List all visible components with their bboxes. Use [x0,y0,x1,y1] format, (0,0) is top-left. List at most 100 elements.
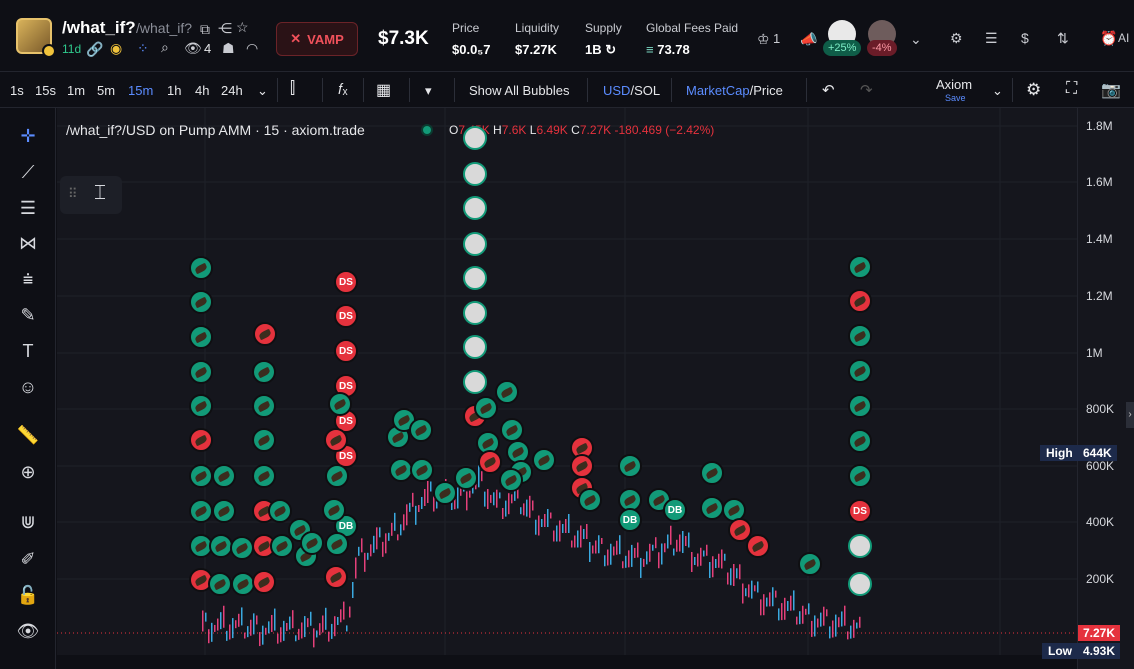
trader-avatar-bubble[interactable] [463,301,487,325]
buy-bubble[interactable] [848,464,872,488]
buy-bubble[interactable] [230,536,254,560]
buy-bubble[interactable] [495,380,519,404]
buy-bubble[interactable] [252,360,276,384]
buy-bubble[interactable] [212,464,236,488]
currency-toggle[interactable]: USD/SOL [603,83,661,98]
buy-bubble[interactable] [252,428,276,452]
sell-bubble[interactable] [848,289,872,313]
buy-bubble[interactable] [322,498,346,522]
zoom-in-icon[interactable]: ⊕ [20,461,36,482]
buy-bubble[interactable] [700,496,724,520]
layout-dropdown-icon[interactable]: ⌄ [992,83,1003,98]
token-avatar[interactable] [16,18,52,54]
text-icon[interactable]: T [22,340,34,361]
buy-bubble[interactable] [189,360,213,384]
buy-bubble[interactable] [300,531,324,555]
buy-bubble[interactable] [270,534,294,558]
buy-bubble[interactable] [208,572,232,596]
buy-bubble[interactable] [848,324,872,348]
mcap-price-toggle[interactable]: MarketCap/Price [686,83,783,98]
list-icon[interactable]: ☰ [985,30,998,46]
search-icon[interactable]: ⌕ [161,39,169,55]
swap-icon[interactable]: ⇅ [1057,30,1069,46]
gear-icon[interactable]: ⚙ [950,30,963,46]
show-bubbles-button[interactable]: Show All Bubbles [469,83,570,98]
dev-buy-bubble[interactable]: DB [618,508,642,532]
buy-bubble[interactable] [410,458,434,482]
tf-dropdown-icon[interactable]: ⌄ [257,83,268,98]
dev-sell-bubble[interactable]: DS [334,304,358,328]
buy-bubble[interactable] [848,255,872,279]
buy-bubble[interactable] [409,418,433,442]
buy-bubble[interactable] [325,464,349,488]
buy-bubble[interactable] [700,461,724,485]
star-icon[interactable]: ☆ [236,19,249,35]
tf-15s[interactable]: 15s [35,83,56,98]
buy-bubble[interactable] [433,481,457,505]
trader-avatar-bubble[interactable] [463,232,487,256]
buy-bubble[interactable] [328,392,352,416]
link-icon[interactable]: 🔗 [86,41,104,57]
fib-icon[interactable]: ☰ [19,197,37,218]
ghost-icon[interactable]: ☗ [222,40,235,56]
crown-icon[interactable]: ♔ [757,31,770,47]
trader-avatar-bubble[interactable] [463,196,487,220]
settings-icon[interactable]: ⚙ [1026,80,1042,99]
sell-bubble[interactable] [189,428,213,452]
trader-avatar-bubble[interactable] [848,572,872,596]
sell-bubble[interactable] [746,534,770,558]
sell-bubble[interactable] [324,565,348,589]
floating-tool-panel[interactable]: ⠿ ⌶ [60,176,122,214]
more-dropdown-icon[interactable]: ▾ [425,83,432,98]
tf-1h[interactable]: 1h [167,83,182,98]
buy-bubble[interactable] [189,290,213,314]
sell-bubble[interactable] [728,518,752,542]
dev-sell-bubble[interactable]: DS [334,339,358,363]
sell-bubble[interactable] [478,450,502,474]
buy-bubble[interactable] [252,394,276,418]
grid-icon[interactable]: ⁘ [137,40,149,56]
buy-bubble[interactable] [189,394,213,418]
buy-bubble[interactable] [500,418,524,442]
undo-icon[interactable]: ↶ [822,82,835,99]
buy-bubble[interactable] [189,325,213,349]
buy-bubble[interactable] [454,466,478,490]
tf-15m[interactable]: 15m [128,83,154,98]
sell-bubble[interactable] [252,570,276,594]
tf-24h[interactable]: 24h [221,83,243,98]
buy-bubble[interactable] [618,454,642,478]
magnet-icon[interactable]: ⋓ [20,511,36,532]
sell-bubble[interactable] [324,428,348,452]
lock-icon[interactable]: 🔓 [16,584,40,605]
share-icon[interactable]: ⋲ [218,20,232,36]
buy-bubble[interactable] [848,359,872,383]
trader-avatar-bubble[interactable] [848,534,872,558]
buy-bubble[interactable] [268,499,292,523]
redo-icon[interactable]: ↷ [860,82,873,99]
measure-icon[interactable]: ⌶ [94,182,106,204]
trader-avatar-bubble[interactable] [463,126,487,150]
dev-buy-bubble[interactable]: DB [663,498,687,522]
dollar-icon[interactable]: $ [1021,30,1029,46]
buy-bubble[interactable] [798,552,822,576]
trader-avatar-bubble[interactable] [463,266,487,290]
collapse-panel-button[interactable]: › [1126,402,1134,428]
fullscreen-icon[interactable]: ⛶ [1066,80,1078,97]
tf-5m[interactable]: 5m [97,83,116,98]
buy-bubble[interactable] [189,464,213,488]
candle-type-icon[interactable]: ⫿ [290,80,296,97]
trader-avatar-bubble[interactable] [463,370,487,394]
buy-bubble[interactable] [848,429,872,453]
projection-icon[interactable]: ⩧ [22,268,34,289]
coin-icon[interactable]: ◉ [110,40,123,56]
brush-icon[interactable]: ✎ [20,304,36,325]
ruler-icon[interactable]: 📏 [16,424,40,445]
alerts-label[interactable]: AI [1118,31,1130,45]
buy-bubble[interactable] [474,396,498,420]
pattern-icon[interactable]: ⋈ [19,232,37,253]
hide-icon[interactable]: 👁 [16,620,40,641]
buy-bubble[interactable] [325,532,349,556]
buy-bubble[interactable] [532,448,556,472]
refresh-icon[interactable]: ↻ [605,42,617,57]
dev-sell-bubble[interactable]: DS [334,270,358,294]
